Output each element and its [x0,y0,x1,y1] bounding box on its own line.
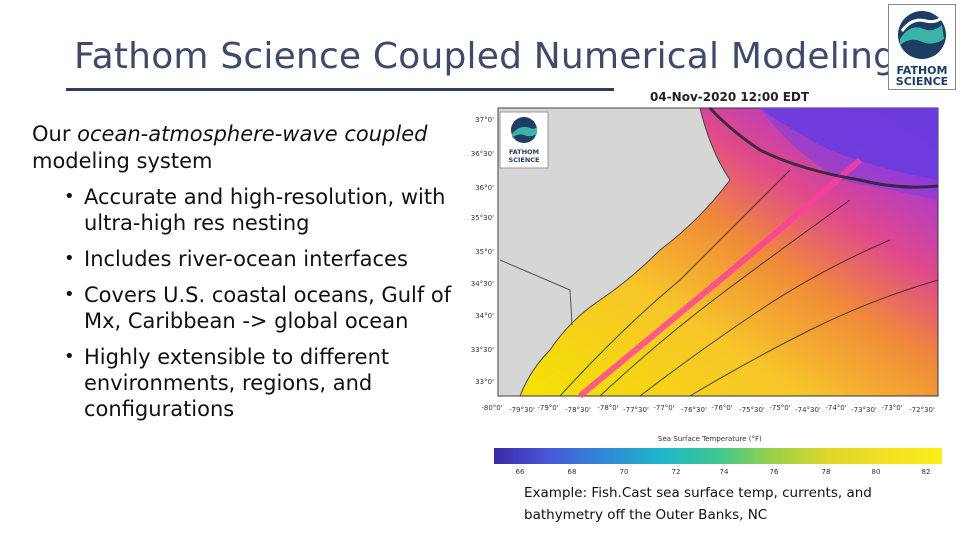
title-underline [66,88,614,91]
lon-label: -75°30' [739,406,765,414]
lon-label: -78°30' [565,406,591,414]
bullet-dot-icon: • [64,284,75,305]
intro-plain-1: Our [32,122,78,146]
map-timestamp: 04-Nov-2020 12:00 EDT [650,90,810,104]
lon-label: -75°0' [769,404,790,412]
bullet-dot-icon: • [64,346,75,367]
bullet-text: Includes river-ocean interfaces [84,247,408,271]
logo-line2: SCIENCE [895,75,949,88]
bullet-dot-icon: • [64,186,75,207]
lon-label: -76°0' [711,404,732,412]
lon-label: -74°0' [825,404,846,412]
intro-italic: ocean-atmosphere-wave coupled [77,122,428,146]
colorbar-tick: 72 [671,468,681,476]
intro-plain-2: modeling system [32,149,213,173]
lat-label: 35°0' [475,248,494,256]
lat-label: 34°30' [471,280,494,288]
bullet-item: • Includes river-ocean interfaces [62,246,462,272]
lon-label: -77°30' [623,406,649,414]
wave-logo-icon [898,11,946,59]
bullet-item: • Accurate and high-resolution, with ultr… [62,184,462,236]
lat-label: 36°0' [475,184,494,192]
lon-label: -73°0' [881,404,902,412]
bullet-dot-icon: • [64,248,75,269]
lon-label: -74°30' [795,406,821,414]
logo-line1: FATHOM [896,64,948,77]
colorbar-tick: 70 [619,468,629,476]
colorbar-tick: 74 [719,468,729,476]
land-mass [497,107,731,397]
colorbar-tick: 78 [821,468,831,476]
inset-logo-line1: FATHOM [509,148,539,156]
lon-label: -80°0' [481,404,502,412]
figure-caption: Example: Fish.Cast sea surface temp, cur… [524,485,872,523]
bullet-item: • Covers U.S. coastal oceans, Gulf of Mx,… [62,282,462,334]
colorbar-tick: 66 [515,468,525,476]
inset-logo-line2: SCIENCE [509,156,540,164]
lon-label: -79°30' [509,406,535,414]
lon-label: -78°0' [597,404,618,412]
fathom-logo: FATHOM SCIENCE [888,4,956,90]
colorbar-title: Sea Surface Temperature (°F) [658,435,762,443]
lat-label: 34°0' [475,312,494,320]
colorbar-tick: 82 [921,468,931,476]
bullet-text: Accurate and high-resolution, with ultra… [84,185,446,235]
colorbar-tick: 76 [769,468,779,476]
lat-label: 35°30' [471,214,494,222]
bullet-text: Covers U.S. coastal oceans, Gulf of Mx, … [84,283,452,333]
lon-label: -73°30' [851,406,877,414]
slide-title: Fathom Science Coupled Numerical Modelin… [74,36,897,77]
lat-label: 37°0' [475,116,494,124]
lat-label: 36°30' [471,150,494,158]
intro-text: Our ocean-atmosphere-wave coupled modeli… [32,121,452,175]
lon-label: -79°0' [537,404,558,412]
lat-label: 33°30' [471,346,494,354]
sst-map-image: FATHOM SCIENCE 37°0' 36°30' 36°0' 35°30'… [471,106,939,414]
colorbar-tick: 80 [871,468,881,476]
colorbar [494,448,942,464]
lon-label: -72°30' [909,406,935,414]
bullet-text: Highly extensible to different environme… [84,345,390,421]
colorbar-tick: 68 [567,468,577,476]
lat-label: 33°0' [475,378,494,386]
bullet-item: • Highly extensible to different environm… [62,344,462,422]
lon-label: -77°0' [653,404,674,412]
lon-label: -76°30' [681,406,707,414]
bullet-list: • Accurate and high-resolution, with ultr… [62,184,462,432]
